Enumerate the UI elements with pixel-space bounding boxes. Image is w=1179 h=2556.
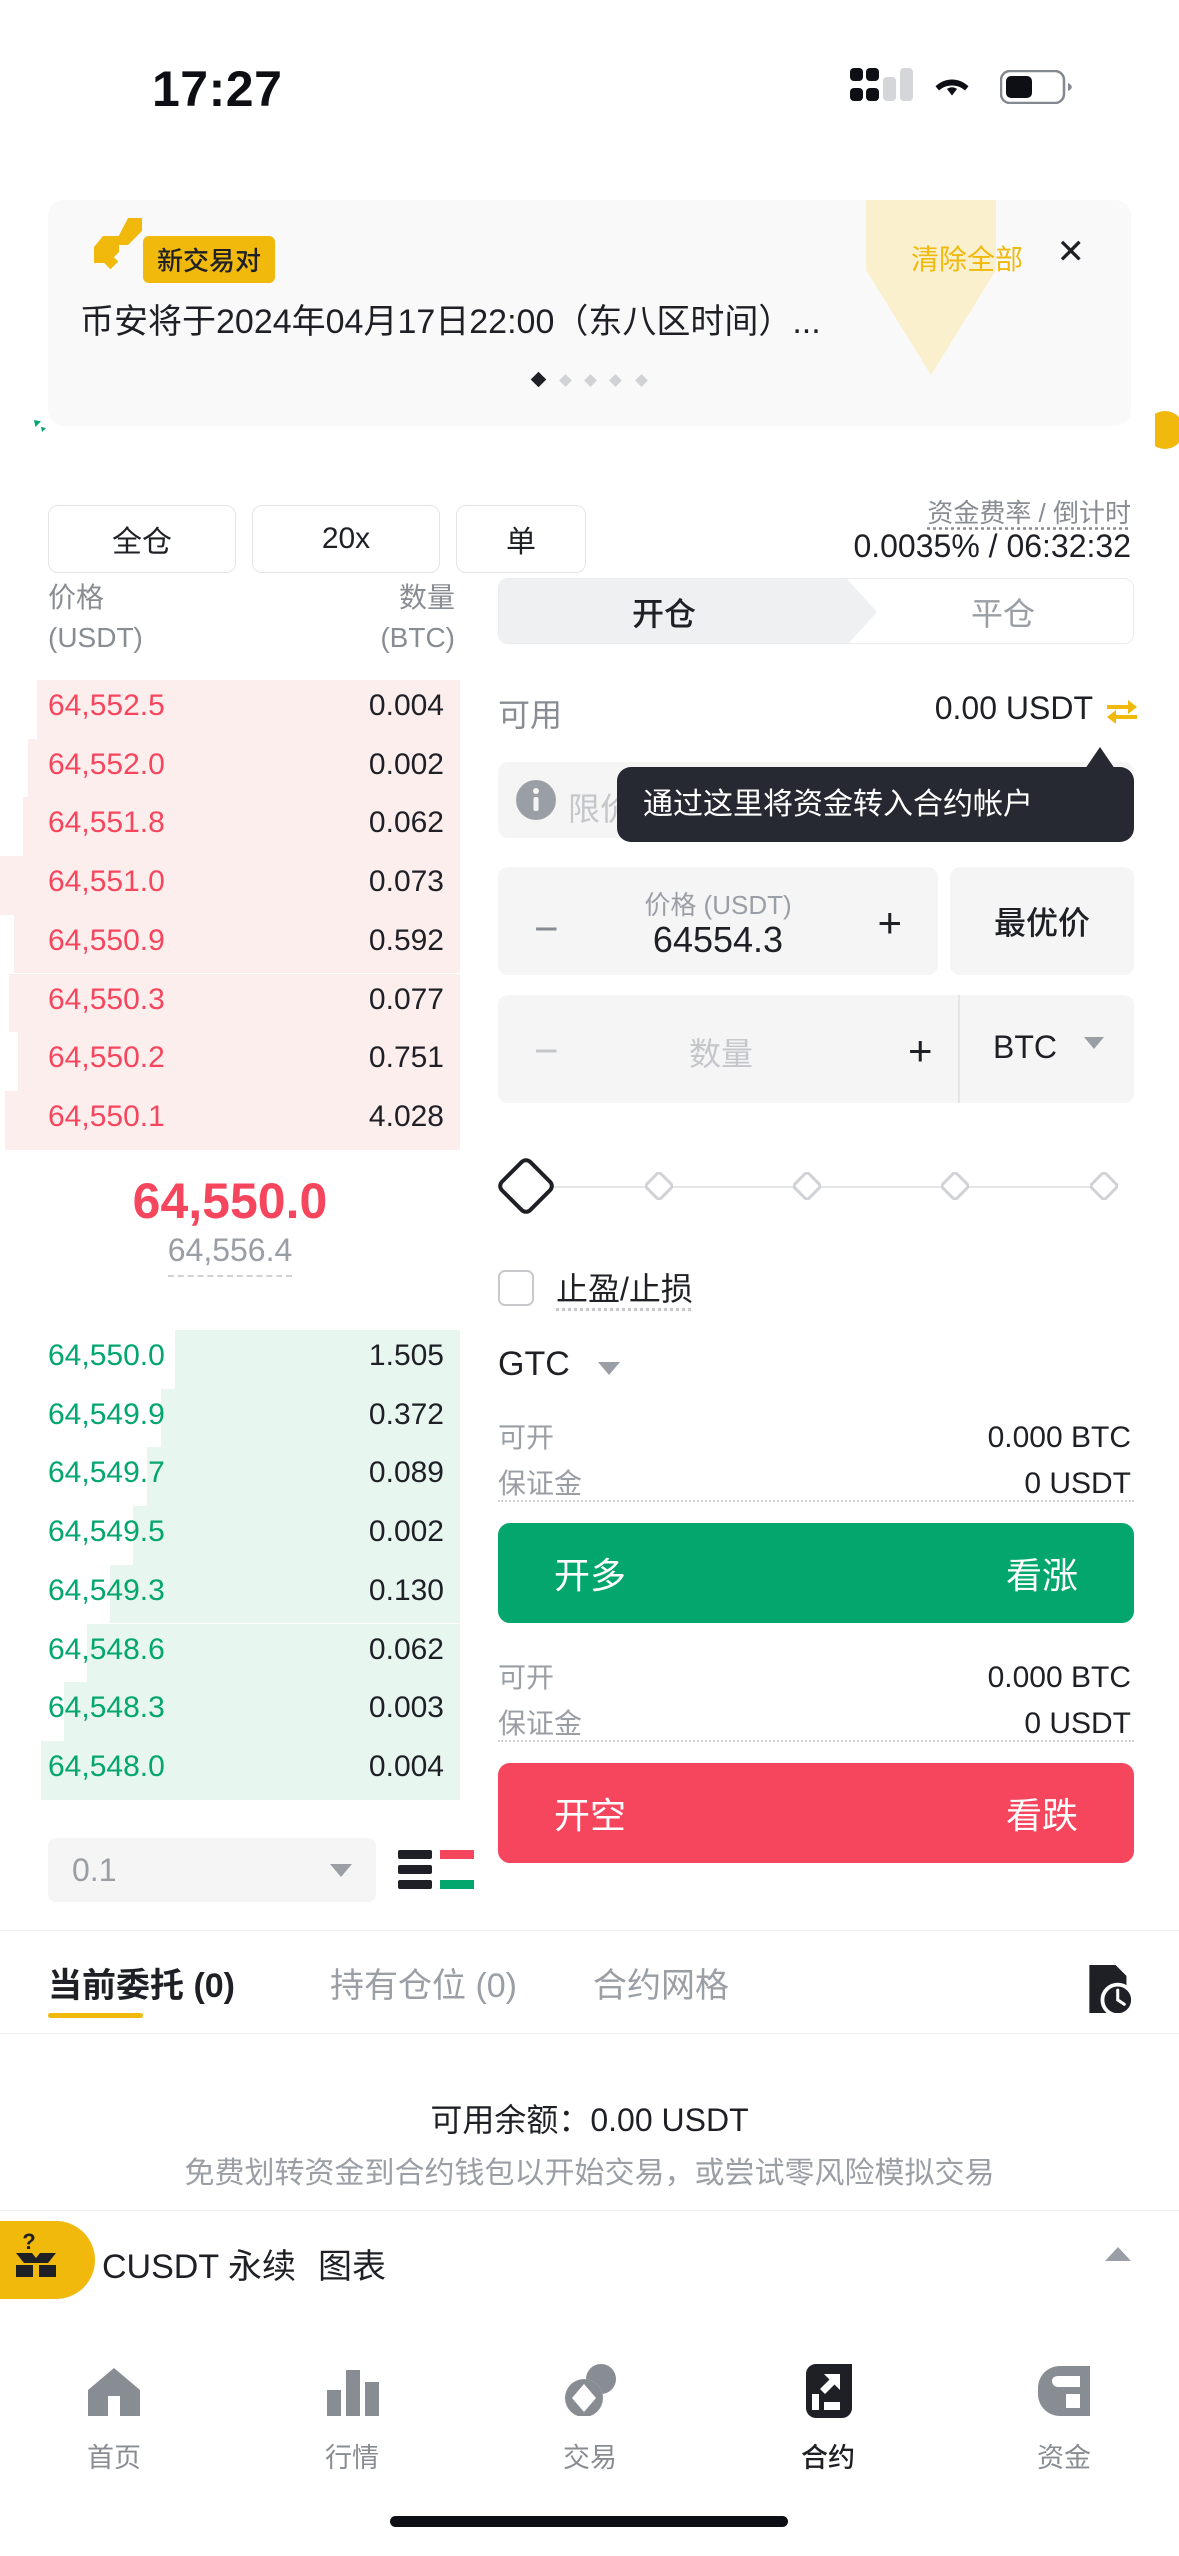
svg-text:?: ?: [22, 2233, 35, 2254]
